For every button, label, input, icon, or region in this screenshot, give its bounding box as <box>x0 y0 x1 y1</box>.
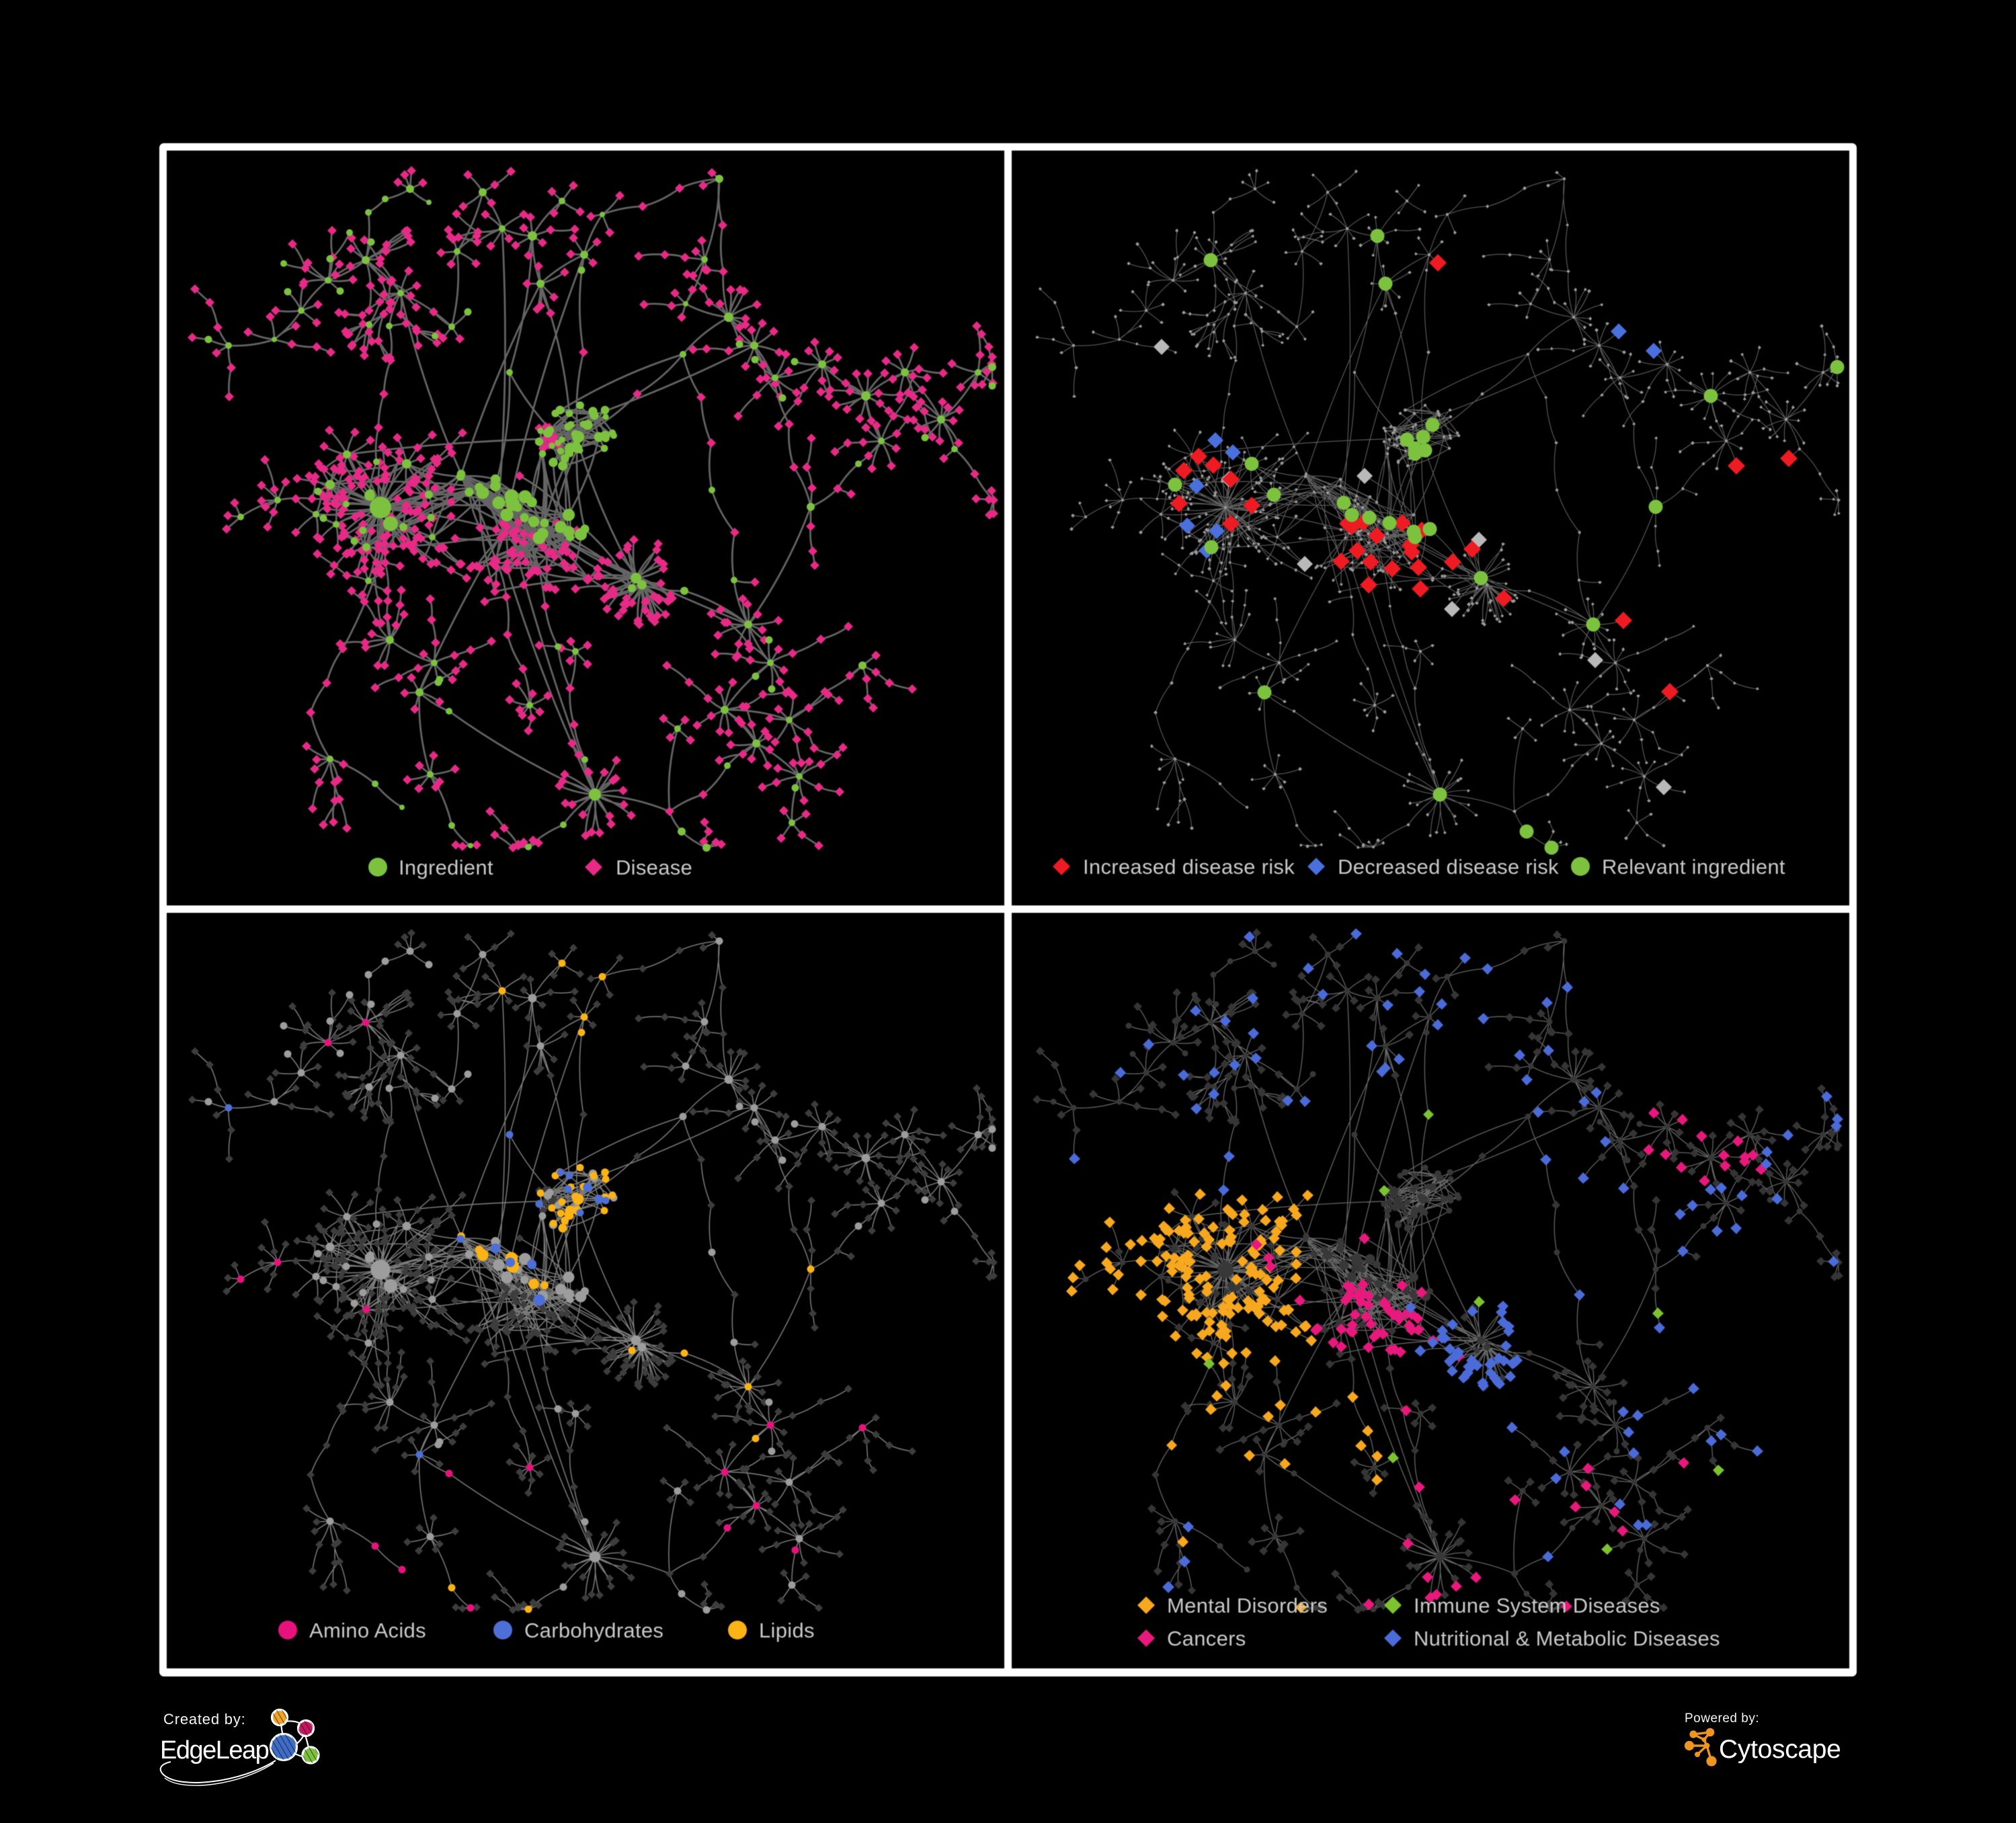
svg-text:Ingredient: Ingredient <box>399 856 493 879</box>
svg-text:Disease: Disease <box>616 856 692 879</box>
svg-text:Amino Acids: Amino Acids <box>309 1619 426 1642</box>
svg-text:Lipids: Lipids <box>759 1619 815 1642</box>
svg-text:Cancers: Cancers <box>1167 1627 1246 1650</box>
svg-text:Decreased disease risk: Decreased disease risk <box>1338 855 1559 879</box>
svg-text:Immune System Diseases: Immune System Diseases <box>1414 1594 1660 1617</box>
svg-text:Carbohydrates: Carbohydrates <box>524 1619 663 1642</box>
svg-text:Powered by:: Powered by: <box>1685 1711 1759 1726</box>
svg-text:Relevant ingredient: Relevant ingredient <box>1602 855 1785 879</box>
svg-text:Created by:: Created by: <box>163 1711 246 1728</box>
svg-text:Increased disease risk: Increased disease risk <box>1083 855 1295 879</box>
svg-text:Mental Disorders: Mental Disorders <box>1167 1594 1328 1617</box>
svg-text:Cytoscape: Cytoscape <box>1719 1735 1841 1764</box>
svg-text:EdgeLeap: EdgeLeap <box>160 1736 269 1765</box>
svg-text:Nutritional & Metabolic Diseas: Nutritional & Metabolic Diseases <box>1414 1627 1720 1650</box>
